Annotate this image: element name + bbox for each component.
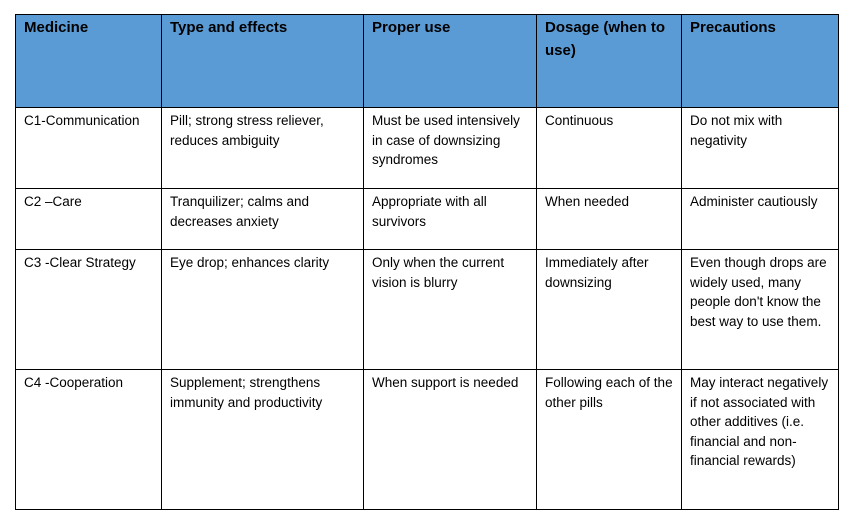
precautions-cell: May interact negatively if not associate… xyxy=(681,369,839,510)
table-row: C1-Communication Pill; strong stress rel… xyxy=(15,107,839,189)
dosage-cell: When needed xyxy=(536,188,682,250)
proper-use-cell: Must be used intensively in case of down… xyxy=(363,107,537,189)
precautions-cell: Administer cautiously xyxy=(681,188,839,250)
medicine-cell: C2 –Care xyxy=(15,188,162,250)
type-and-effects-cell: Pill; strong stress reliever, reduces am… xyxy=(161,107,364,189)
proper-use-cell: Only when the current vision is blurry xyxy=(363,249,537,370)
dosage-cell: Continuous xyxy=(536,107,682,189)
precautions-cell: Even though drops are widely used, many … xyxy=(681,249,839,370)
dosage-cell: Following each of the other pills xyxy=(536,369,682,510)
header-precautions: Precautions xyxy=(681,14,839,108)
medicine-cell: C4 -Cooperation xyxy=(15,369,162,510)
header-medicine: Medicine xyxy=(15,14,162,108)
header-row: Medicine Type and effects Proper use Dos… xyxy=(15,14,839,108)
table-row: C3 -Clear Strategy Eye drop; enhances cl… xyxy=(15,249,839,370)
type-and-effects-cell: Tranquilizer; calms and decreases anxiet… xyxy=(161,188,364,250)
medicine-cell: C3 -Clear Strategy xyxy=(15,249,162,370)
medicine-table: Medicine Type and effects Proper use Dos… xyxy=(15,14,839,510)
type-and-effects-cell: Eye drop; enhances clarity xyxy=(161,249,364,370)
proper-use-cell: Appropriate with all survivors xyxy=(363,188,537,250)
table-row: C2 –Care Tranquilizer; calms and decreas… xyxy=(15,188,839,250)
header-proper-use: Proper use xyxy=(363,14,537,108)
proper-use-cell: When support is needed xyxy=(363,369,537,510)
header-type-and-effects: Type and effects xyxy=(161,14,364,108)
table-row: C4 -Cooperation Supplement; strengthens … xyxy=(15,369,839,510)
dosage-cell: Immediately after downsizing xyxy=(536,249,682,370)
type-and-effects-cell: Supplement; strengthens immunity and pro… xyxy=(161,369,364,510)
medicine-cell: C1-Communication xyxy=(15,107,162,189)
precautions-cell: Do not mix with negativity xyxy=(681,107,839,189)
header-dosage: Dosage (when to use) xyxy=(536,14,682,108)
